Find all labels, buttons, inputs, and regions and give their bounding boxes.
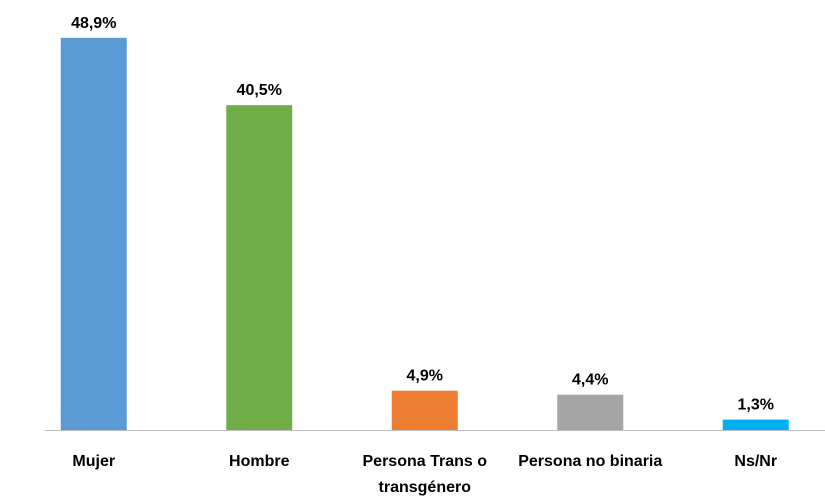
bar bbox=[60, 37, 127, 431]
value-label: 4,9% bbox=[407, 368, 443, 385]
bar bbox=[391, 390, 458, 430]
bar bbox=[557, 394, 624, 430]
x-tick-label: Persona Trans o transgénero bbox=[362, 453, 488, 496]
value-label: 1,3% bbox=[738, 397, 774, 414]
x-tick-label: Hombre bbox=[229, 453, 290, 470]
value-label: 40,5% bbox=[237, 82, 282, 99]
value-label: 48,9% bbox=[71, 15, 116, 32]
bar bbox=[226, 105, 293, 430]
bar bbox=[722, 419, 789, 430]
x-tick-label: Persona no binaria bbox=[518, 453, 663, 470]
value-label: 4,4% bbox=[572, 372, 608, 389]
x-tick-label: Ns/Nr bbox=[734, 453, 778, 470]
x-tick-label: Mujer bbox=[72, 453, 116, 470]
